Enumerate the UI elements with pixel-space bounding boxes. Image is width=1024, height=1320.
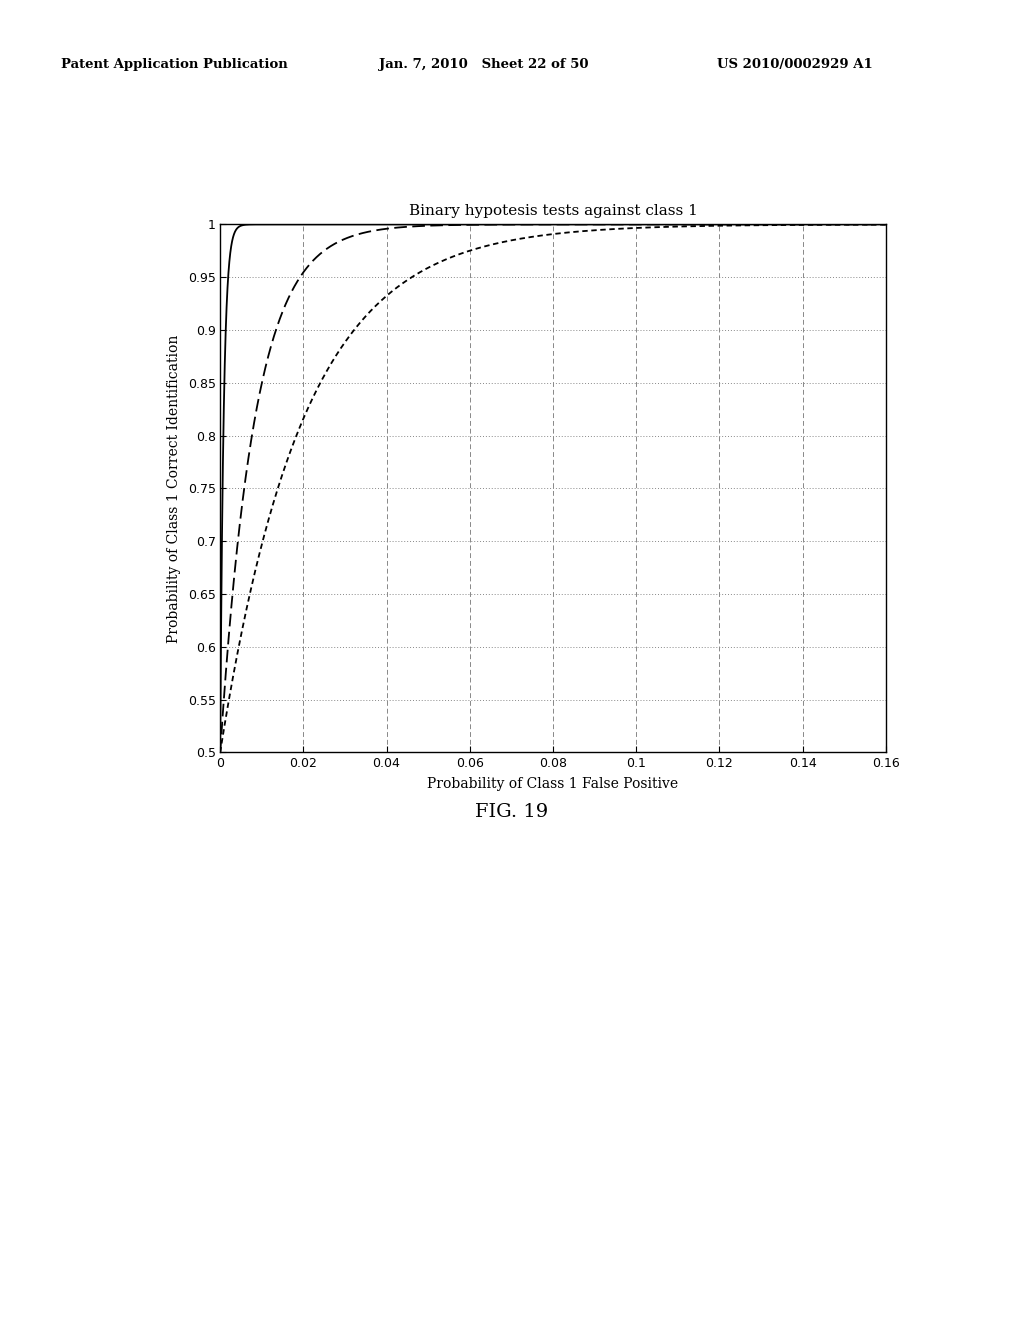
Text: Jan. 7, 2010   Sheet 22 of 50: Jan. 7, 2010 Sheet 22 of 50	[379, 58, 589, 71]
Y-axis label: Probability of Class 1 Correct Identification: Probability of Class 1 Correct Identific…	[167, 334, 181, 643]
Text: Patent Application Publication: Patent Application Publication	[61, 58, 288, 71]
Text: FIG. 19: FIG. 19	[475, 803, 549, 821]
X-axis label: Probability of Class 1 False Positive: Probability of Class 1 False Positive	[427, 776, 679, 791]
Text: US 2010/0002929 A1: US 2010/0002929 A1	[717, 58, 872, 71]
Title: Binary hypotesis tests against class 1: Binary hypotesis tests against class 1	[409, 203, 697, 218]
